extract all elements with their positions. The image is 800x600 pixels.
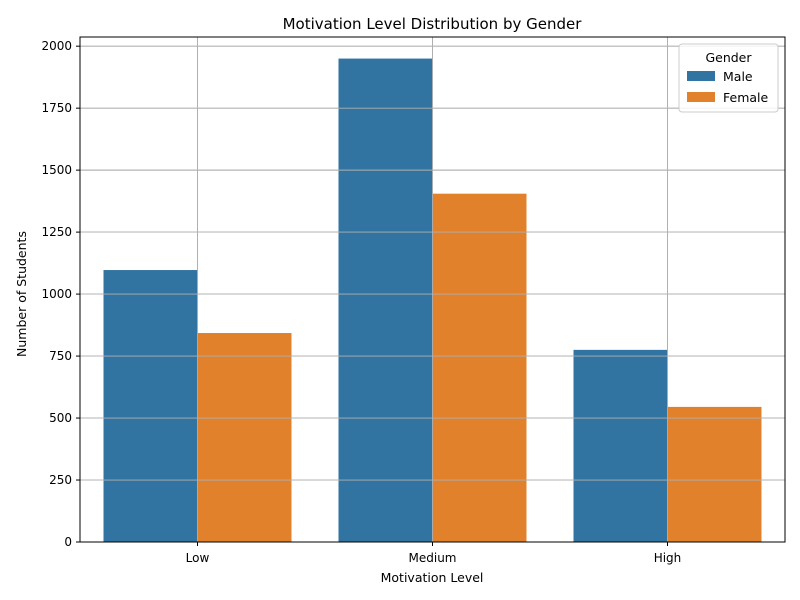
y-tick-label: 1500 (41, 163, 72, 177)
y-tick-label: 750 (49, 349, 72, 363)
bar-male-low (103, 270, 198, 542)
x-axis: Low Medium High (186, 542, 682, 565)
y-tick-label: 500 (49, 411, 72, 425)
bar-female-medium (432, 193, 527, 542)
y-tick-label: 0 (64, 535, 72, 549)
legend: Gender Male Female (678, 43, 779, 113)
bar-male-high (573, 349, 668, 542)
x-tick-label: High (654, 551, 682, 565)
bar-female-high (667, 406, 762, 542)
x-tick-label: Low (186, 551, 210, 565)
y-tick-label: 1000 (41, 287, 72, 301)
bar-male-medium (338, 58, 433, 542)
y-tick-label: 1750 (41, 101, 72, 115)
legend-swatch-female (687, 92, 715, 102)
chart-title: Motivation Level Distribution by Gender (283, 15, 583, 33)
x-axis-label: Motivation Level (381, 570, 484, 585)
legend-label-female: Female (723, 90, 769, 105)
legend-swatch-male (687, 71, 715, 81)
bars (80, 37, 785, 543)
y-tick-label: 250 (49, 473, 72, 487)
y-axis-label: Number of Students (14, 231, 29, 357)
y-axis: 0 250 500 750 1000 1250 1500 1750 2000 (41, 39, 80, 549)
legend-label-male: Male (723, 69, 753, 84)
bar-female-low (197, 333, 292, 542)
x-tick-label: Medium (409, 551, 457, 565)
y-tick-label: 1250 (41, 225, 72, 239)
y-tick-label: 2000 (41, 39, 72, 53)
legend-title: Gender (705, 50, 752, 65)
